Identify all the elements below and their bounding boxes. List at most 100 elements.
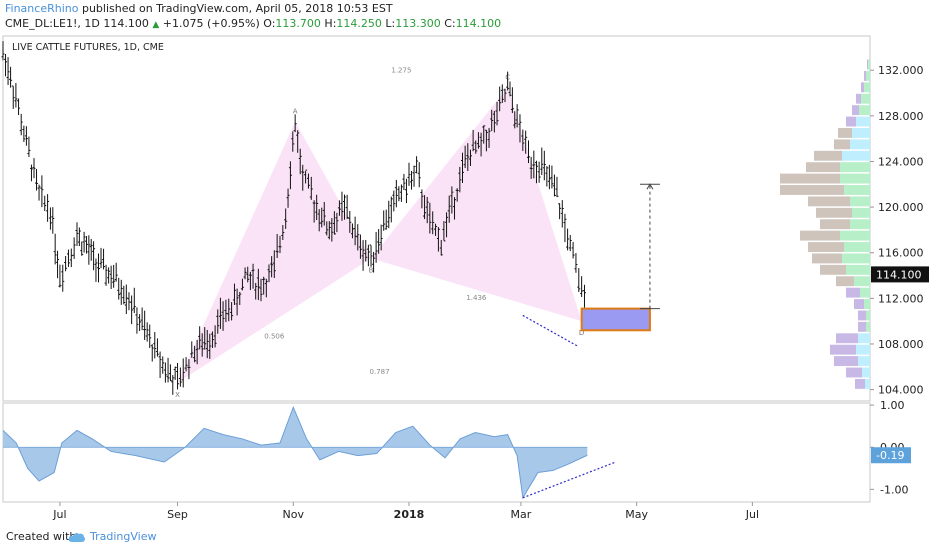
footer: Created with TradingView (0, 525, 932, 550)
volume-up-bar (852, 128, 870, 138)
volume-down-bar (852, 105, 859, 116)
pattern-point-X: X (175, 391, 180, 399)
volume-down-bar (800, 230, 840, 241)
volume-down-bar (834, 356, 858, 367)
volume-down-bar (838, 128, 852, 138)
volume-up-bar (844, 185, 870, 195)
volume-down-bar (846, 367, 862, 378)
price-tick-label: 124.000 (878, 155, 924, 168)
symbol-label: CME_DL:LE1!, 1D (5, 17, 100, 30)
volume-down-bar (858, 321, 866, 332)
time-tick-label: Sep (167, 508, 188, 521)
price-tick-label: 108.000 (878, 338, 924, 351)
open-label: O: (263, 17, 276, 30)
pattern-point-A: A (293, 108, 298, 116)
high-label: H: (324, 17, 337, 30)
volume-down-bar (820, 219, 850, 230)
volume-down-bar (780, 185, 844, 195)
volume-down-bar (856, 93, 861, 104)
volume-up-bar (864, 299, 870, 309)
low-label: L: (385, 17, 396, 30)
volume-up-bar (858, 333, 870, 344)
volume-up-bar (852, 207, 870, 218)
high-value: 114.250 (336, 17, 382, 30)
volume-down-bar (834, 139, 850, 150)
target-zone-box (580, 307, 651, 332)
volume-up-bar (840, 173, 870, 184)
open-value: 113.700 (275, 17, 321, 30)
volume-down-bar (864, 70, 866, 81)
volume-up-bar (854, 276, 870, 287)
volume-down-bar (836, 276, 854, 287)
price-divergence-line (522, 314, 579, 347)
volume-down-bar (861, 82, 864, 93)
volume-down-bar (814, 150, 842, 161)
price-tick-label: 128.000 (878, 110, 924, 123)
time-tick-label: 2018 (394, 508, 425, 521)
published-text: published on TradingView.com, April 05, … (81, 2, 393, 15)
publisher-link[interactable]: FinanceRhino (5, 2, 79, 15)
price-tick-label: 104.000 (878, 384, 924, 397)
tradingview-cloud-icon (68, 532, 86, 542)
time-tick-label: Jul (745, 508, 759, 521)
volume-up-bar (856, 116, 870, 127)
pattern-ratio-BD: 1.436 (466, 294, 487, 302)
last-price-label: 114.100 (876, 268, 922, 281)
tradingview-link[interactable]: TradingView (90, 530, 157, 543)
volume-down-bar (808, 242, 844, 252)
volume-up-bar (868, 59, 870, 70)
oscillator-tick-label: 1.00 (880, 399, 905, 412)
low-value: 113.300 (395, 17, 441, 30)
chart-title: LIVE CATTLE FUTURES, 1D, CME (12, 42, 164, 53)
volume-up-bar (865, 378, 870, 389)
time-tick-label: May (625, 508, 648, 521)
main-pane-border (2, 35, 871, 402)
time-tick-label: Jul (52, 508, 66, 521)
volume-down-bar (846, 287, 860, 298)
volume-up-bar (846, 264, 870, 275)
volume-up-bar (861, 93, 870, 104)
pattern-ratio-AC: 1.275 (391, 66, 411, 74)
pattern-triangle-bcd (371, 87, 582, 322)
pattern-point-D: D (579, 329, 584, 337)
price-tick-label: 120.000 (878, 201, 924, 214)
oscillator-divergence-line (522, 461, 616, 499)
volume-down-bar (830, 344, 856, 355)
projection-arrow (646, 183, 654, 190)
close-value: 114.100 (455, 17, 502, 30)
oscillator-tick-label: -1.00 (880, 483, 908, 496)
volume-up-bar (864, 82, 870, 93)
price-tick-label: 112.000 (878, 292, 924, 305)
volume-up-bar (866, 70, 870, 81)
time-tick-label: Nov (283, 508, 305, 521)
last-price: 114.100 (103, 17, 149, 30)
volume-up-bar (859, 105, 870, 116)
volume-down-bar (812, 253, 842, 264)
price-change: +1.075 (+0.95%) (162, 17, 260, 30)
volume-up-bar (862, 367, 870, 378)
oscillator-pane-border (2, 402, 871, 503)
volume-up-bar (842, 253, 870, 264)
volume-up-bar (840, 230, 870, 241)
volume-up-bar (850, 139, 870, 150)
volume-up-bar (860, 287, 870, 298)
oscillator-line (2, 405, 588, 500)
symbol-line: CME_DL:LE1!, 1D 114.100 ▲ +1.075 (+0.95%… (5, 17, 501, 30)
chart-header: FinanceRhino published on TradingView.co… (0, 0, 932, 34)
pattern-ratio-XD: 0.787 (370, 368, 390, 376)
oscillator-value-tag (871, 447, 911, 464)
volume-down-bar (846, 116, 856, 127)
volume-up-bar (866, 321, 870, 332)
oscillator-area (3, 407, 588, 498)
last-price-tag (871, 266, 929, 283)
volume-up-bar (842, 150, 870, 161)
volume-down-bar (867, 59, 868, 70)
volume-down-bar (836, 333, 858, 344)
volume-down-bar (854, 299, 864, 309)
arrow-up-icon: ▲ (152, 20, 160, 30)
volume-down-bar (816, 207, 852, 218)
time-tick-label: Mar (511, 508, 532, 521)
close-label: C: (444, 17, 456, 30)
volume-down-bar (820, 264, 846, 275)
